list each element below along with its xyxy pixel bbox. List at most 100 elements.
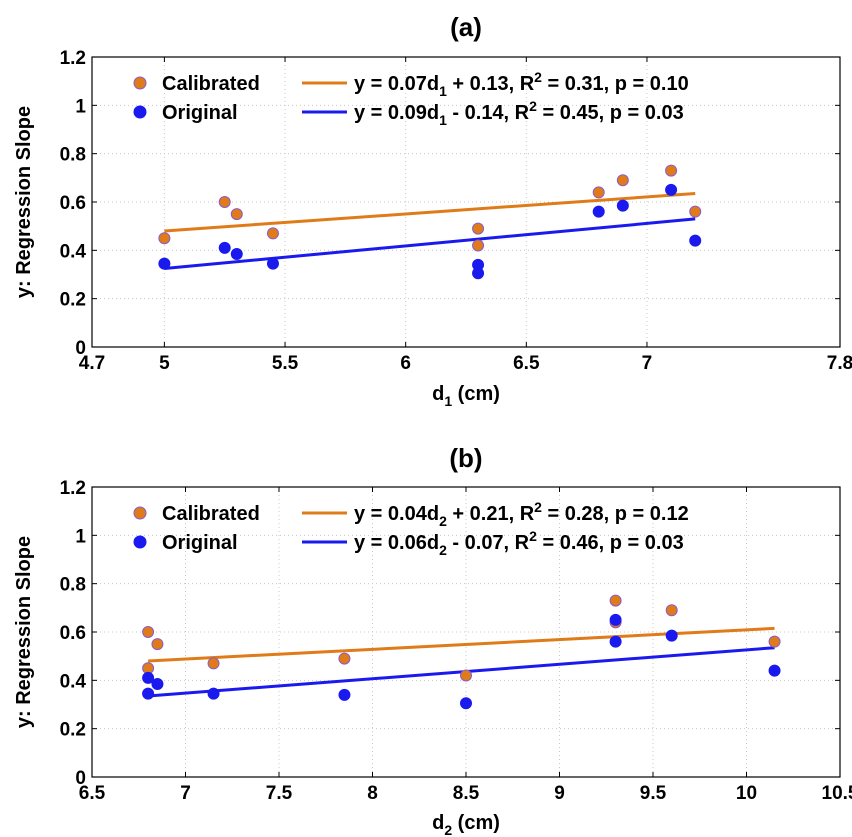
x-axis-label-main: d	[432, 812, 444, 834]
data-point-calibrated	[768, 635, 781, 648]
chart-title: (b)	[449, 443, 482, 473]
data-point-original	[338, 688, 351, 701]
y-tick-label: 0.2	[60, 720, 86, 741]
data-point-original	[207, 687, 220, 700]
fit-equation-original: y = 0.09d1 - 0.14, R2 = 0.45, p = 0.03	[354, 98, 684, 128]
data-point-calibrated	[151, 638, 164, 651]
data-point-calibrated	[616, 174, 629, 187]
fit-equation-calibrated: y = 0.07d1 + 0.13, R2 = 0.31, p = 0.10	[354, 69, 689, 99]
data-point-original	[151, 677, 164, 690]
fit-equation-part: = 0.46, p = 0.03	[537, 532, 684, 554]
y-tick-label: 1	[75, 96, 86, 117]
legend-marker-calibrated	[133, 76, 147, 90]
data-point-original	[665, 183, 678, 196]
fit-line-calibrated	[164, 192, 696, 233]
x-axis-label-unit: (cm)	[452, 383, 500, 405]
data-point-original	[158, 257, 171, 270]
data-point-original	[616, 199, 629, 212]
x-axis-label: d2 (cm)	[432, 812, 500, 837]
y-axis-label: y: Regression Slope	[13, 536, 35, 728]
data-point-calibrated	[142, 626, 155, 638]
fit-equation-part: = 0.45, p = 0.03	[537, 102, 684, 124]
x-axis-label-main: d	[432, 383, 444, 405]
chart-panel-a: 4.7 5 5.5 6 6.5 7 7.800.20.40.60.811.2(a)d1 (c…	[13, 12, 852, 409]
data-point-calibrated	[338, 652, 351, 665]
legend-label-original: Original	[162, 102, 238, 124]
data-point-original	[218, 241, 231, 254]
fit-equation-part: y = 0.04d	[354, 503, 439, 525]
y-tick-label: 0.8	[60, 145, 86, 166]
data-point-calibrated	[460, 669, 472, 682]
x-tick-label: 9.5	[640, 783, 667, 804]
fit-equation-part: = 0.28, p = 0.12	[542, 503, 689, 525]
x-axis-label-sub: 2	[444, 822, 452, 837]
y-tick-label: 0.6	[60, 193, 86, 214]
x-axis-label-sub: 1	[444, 393, 452, 409]
data-point-original	[142, 687, 155, 700]
x-tick-label: 5.5	[272, 353, 299, 374]
data-point-calibrated	[609, 594, 622, 607]
fit-equation-part: - 0.07, R	[447, 532, 530, 554]
data-point-calibrated	[472, 239, 485, 252]
legend-marker-calibrated	[133, 506, 147, 520]
legend-label-calibrated: Calibrated	[162, 503, 260, 525]
data-point-calibrated	[665, 604, 678, 617]
fit-equation-part: y = 0.07d	[354, 73, 439, 95]
y-tick-label: 1.2	[60, 48, 86, 69]
x-tick-label: 7	[180, 783, 191, 804]
fit-equation-subscript: 1	[439, 83, 447, 99]
y-tick-label: 0	[75, 768, 86, 789]
y-tick-label: 0	[75, 338, 86, 359]
fit-equation-calibrated: y = 0.04d2 + 0.21, R2 = 0.28, p = 0.12	[354, 499, 689, 529]
data-point-calibrated	[592, 186, 605, 199]
fit-equation-subscript: 1	[439, 112, 447, 128]
fit-line-original	[164, 217, 696, 270]
x-tick-label: 10	[736, 783, 757, 804]
legend-label-original: Original	[162, 532, 238, 554]
data-point-calibrated	[230, 208, 243, 221]
data-point-original	[592, 205, 605, 218]
x-tick-label: 7	[642, 353, 653, 374]
x-tick-label: 8	[367, 783, 378, 804]
legend-marker-original	[133, 535, 147, 549]
data-point-original	[768, 664, 781, 677]
data-point-original	[230, 247, 243, 260]
x-tick-label: 10.5	[822, 783, 852, 804]
fit-equation-subscript: 2	[439, 513, 447, 529]
data-point-original	[142, 671, 155, 684]
fit-equation-subscript: 2	[439, 542, 447, 558]
x-tick-label: 7.8	[827, 353, 852, 374]
data-point-original	[460, 697, 472, 710]
data-point-calibrated	[158, 232, 171, 245]
y-axis-label: y: Regression Slope	[13, 106, 35, 298]
data-point-calibrated	[689, 205, 702, 218]
fit-equation-superscript: 2	[534, 499, 542, 515]
fit-equation-part: - 0.14, R	[447, 102, 530, 124]
fit-equation-superscript: 2	[529, 98, 537, 114]
y-tick-label: 0.8	[60, 575, 86, 596]
fit-equation-part: + 0.13, R	[447, 73, 535, 95]
fit-equation-original: y = 0.06d2 - 0.07, R2 = 0.46, p = 0.03	[354, 528, 684, 558]
data-point-original	[472, 267, 485, 280]
y-tick-label: 1	[75, 526, 86, 547]
chart-title: (a)	[450, 12, 482, 42]
fit-equation-part: y = 0.09d	[354, 102, 439, 124]
chart-panel-b: 6.5 7 7.5 8 8.5 9 9.5 10 10.5 0 0.2 0.4 0.6 0.8 1 1.2 (b…	[13, 443, 852, 837]
fit-equation-superscript: 2	[534, 69, 542, 85]
data-point-calibrated	[218, 196, 231, 208]
y-tick-label: 0.2	[60, 290, 86, 311]
fit-equation-part: y = 0.06d	[354, 532, 439, 554]
legend-label-calibrated: Calibrated	[162, 73, 260, 95]
fit-equation-part: = 0.31, p = 0.10	[542, 73, 689, 95]
x-axis-label-unit: (cm)	[452, 812, 500, 834]
fit-equation-part: + 0.21, R	[447, 503, 535, 525]
x-axis-label: d1 (cm)	[432, 383, 500, 409]
x-tick-label: 7.5	[266, 783, 293, 804]
x-tick-label: 6.5	[513, 353, 540, 374]
data-point-original	[665, 629, 678, 642]
y-tick-label: 0.4	[60, 241, 87, 262]
data-point-original	[609, 635, 622, 648]
x-tick-label: 9	[554, 783, 565, 804]
data-point-original	[609, 613, 622, 626]
